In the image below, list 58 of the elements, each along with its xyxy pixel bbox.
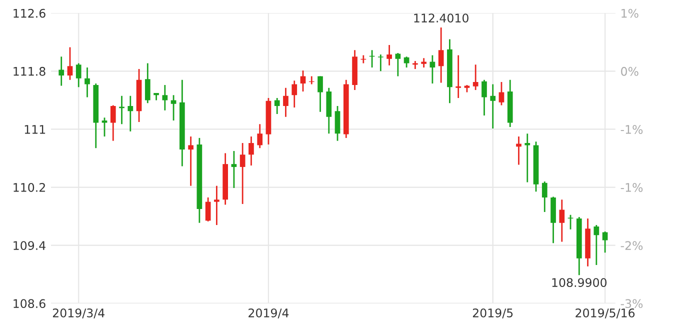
y2-tick-label: 1% xyxy=(622,8,638,18)
candlestick xyxy=(524,132,530,183)
y-tick-label: 112.6 xyxy=(14,8,46,18)
candlestick xyxy=(76,62,82,88)
candlestick xyxy=(542,180,548,213)
candlestick xyxy=(594,224,600,266)
candlestick xyxy=(257,123,263,149)
candlestick xyxy=(283,87,288,118)
candlestick xyxy=(292,80,298,108)
x-tick-label: 2019/4 xyxy=(248,308,289,318)
candlestick xyxy=(472,64,478,91)
candlestick xyxy=(559,198,565,242)
candlestick xyxy=(240,142,246,205)
y2-tick-label: -2% xyxy=(620,241,643,250)
annotation: 112.4010 xyxy=(414,14,468,22)
candlestick xyxy=(162,84,168,112)
y-tick-label: 111 xyxy=(24,125,46,134)
candlestick xyxy=(110,104,116,142)
candlestick xyxy=(438,26,444,84)
candlestick xyxy=(84,66,90,98)
x-tick-label: 2019/5/16 xyxy=(576,308,635,318)
candlestick xyxy=(602,230,608,254)
candlestick xyxy=(274,97,280,115)
candlestick xyxy=(144,62,150,104)
candlestick xyxy=(119,95,124,125)
candlestick xyxy=(498,81,504,106)
y2-tick-label: -1% xyxy=(620,125,643,134)
candlestick xyxy=(490,84,496,130)
annotation: 108.9900 xyxy=(552,278,607,288)
candlestick xyxy=(205,196,211,222)
y-tick-label: 108.6 xyxy=(14,299,46,308)
candlestick xyxy=(395,52,401,77)
candlestick xyxy=(430,54,436,84)
candlestick xyxy=(300,70,306,92)
candlestick xyxy=(58,56,64,86)
candlestick xyxy=(421,57,426,68)
candlestick xyxy=(231,150,237,189)
y-tick-label: 109.4 xyxy=(14,241,46,250)
candlestick xyxy=(170,94,176,122)
candlestick xyxy=(248,136,254,166)
candlestick xyxy=(378,54,384,72)
candlestick xyxy=(386,44,392,66)
candlestick xyxy=(128,95,134,132)
candlestick xyxy=(334,105,340,142)
y2-tick-label: 0% xyxy=(621,66,638,76)
candlestick xyxy=(67,46,73,81)
y2-tick-label: -3% xyxy=(620,299,643,308)
candlestick xyxy=(214,185,220,226)
x-tick-label: 2019/5 xyxy=(472,308,513,318)
candlestick xyxy=(516,136,522,166)
x-tick-label: 2019/3/4 xyxy=(52,308,104,318)
y-tick-label: 110.2 xyxy=(14,183,45,192)
candlestick xyxy=(318,76,323,113)
y-tick-label: 111.8 xyxy=(14,66,46,76)
y2-tick-label: -1% xyxy=(620,183,643,192)
candlestick xyxy=(188,136,194,187)
candlestick xyxy=(456,54,462,99)
candlestick xyxy=(482,79,487,116)
